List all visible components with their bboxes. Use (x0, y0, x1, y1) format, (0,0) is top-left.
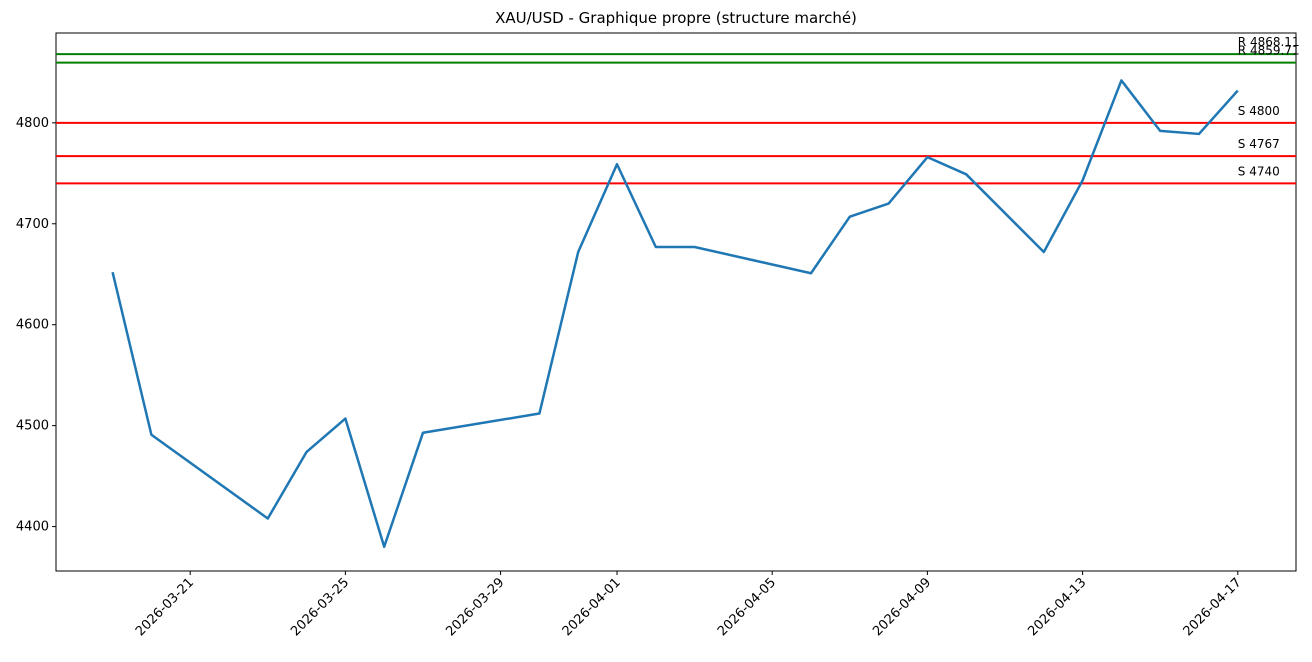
x-tick-label: 2026-03-21 (133, 575, 197, 639)
plot-frame (55, 32, 1297, 572)
x-tick-label: 2026-03-25 (288, 575, 352, 639)
level-label: R 4868.11 (1238, 35, 1300, 49)
level-label: S 4767 (1238, 137, 1280, 151)
y-tick-label: 4500 (16, 419, 49, 434)
y-tick-label: 4400 (16, 520, 49, 535)
chart-title: XAU/USD - Graphique propre (structure ma… (495, 9, 857, 27)
price-line (111, 79, 1239, 549)
level-label: S 4740 (1238, 164, 1280, 178)
x-tick-label: 2026-04-05 (715, 575, 779, 639)
level-label: R 4859.71 (1238, 44, 1300, 58)
x-tick-label: 2026-03-29 (443, 575, 507, 639)
y-tick-label: 4600 (16, 318, 49, 333)
y-tick-label: 4700 (16, 217, 49, 232)
x-tick-label: 2026-04-17 (1181, 575, 1245, 639)
x-tick-label: 2026-04-13 (1025, 575, 1089, 639)
x-tick-label: 2026-04-09 (870, 575, 934, 639)
level-label: S 4800 (1238, 104, 1280, 118)
x-tick-label: 2026-04-01 (560, 575, 624, 639)
y-tick-label: 4800 (16, 116, 49, 131)
